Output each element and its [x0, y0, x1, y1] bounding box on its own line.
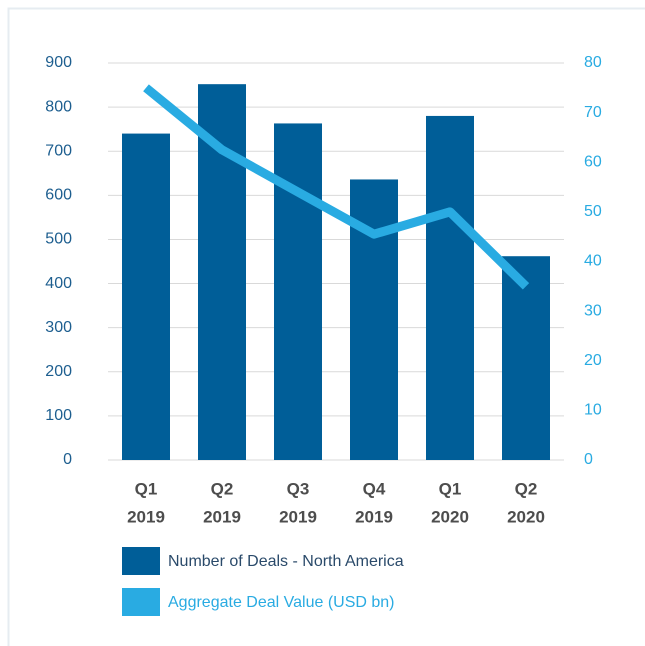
y-tick-label: 300 — [45, 319, 72, 336]
y2-tick-label: 80 — [584, 54, 602, 71]
y2-tick-label: 70 — [584, 104, 602, 121]
y2-tick-label: 60 — [584, 153, 602, 170]
x-tick-label: 2019 — [355, 507, 393, 526]
x-tick-label: 2019 — [127, 507, 165, 526]
x-tick-label: Q2 — [211, 479, 234, 498]
y2-tick-label: 30 — [584, 302, 602, 319]
legend-label: Aggregate Deal Value (USD bn) — [168, 594, 395, 611]
y-tick-label: 500 — [45, 231, 72, 248]
x-tick-label: 2020 — [507, 507, 545, 526]
x-tick-label: Q1 — [439, 479, 462, 498]
x-tick-label: Q3 — [287, 479, 310, 498]
y-tick-label: 600 — [45, 187, 72, 204]
bar — [502, 256, 550, 460]
x-tick-label: Q4 — [363, 479, 386, 498]
legend-swatch — [122, 588, 160, 616]
y2-tick-label: 10 — [584, 402, 602, 419]
bar — [122, 133, 170, 461]
y-tick-label: 900 — [45, 54, 72, 71]
y-tick-label: 700 — [45, 142, 72, 159]
x-tick-label: Q2 — [515, 479, 538, 498]
y2-tick-label: 20 — [584, 352, 602, 369]
frame — [7, 7, 645, 646]
y2-tick-label: 0 — [584, 451, 593, 468]
x-tick-label: 2019 — [203, 507, 241, 526]
legend-swatch — [122, 547, 160, 575]
bar — [274, 123, 322, 460]
y-tick-label: 200 — [45, 363, 72, 380]
y-tick-label: 400 — [45, 275, 72, 292]
legend-label: Number of Deals - North America — [168, 553, 404, 570]
bar — [426, 115, 474, 460]
x-tick-label: Q1 — [135, 479, 158, 498]
x-tick-label: 2019 — [279, 507, 317, 526]
line — [143, 84, 530, 290]
y2-tick-label: 50 — [584, 203, 602, 220]
x-tick-label: 2020 — [431, 507, 469, 526]
y-tick-label: 100 — [45, 407, 72, 424]
y-tick-label: 800 — [45, 98, 72, 115]
y-tick-label: 0 — [63, 451, 72, 468]
y2-tick-label: 40 — [584, 253, 602, 270]
